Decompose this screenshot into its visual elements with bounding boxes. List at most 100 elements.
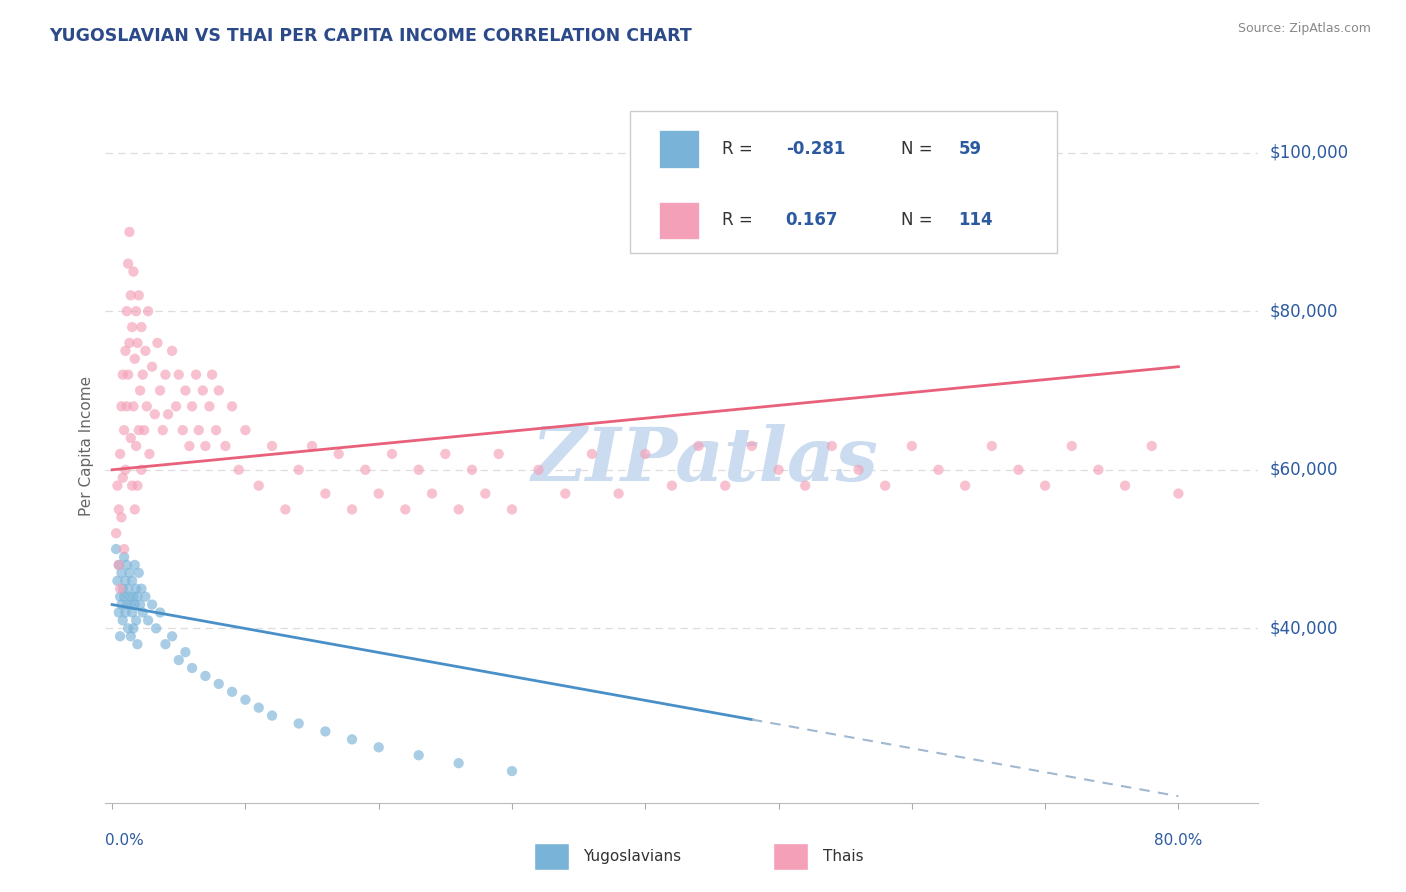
- Point: [181, 661, 204, 675]
- Point: [235, 692, 257, 706]
- Point: [581, 447, 603, 461]
- Point: [105, 542, 128, 557]
- Text: R =: R =: [723, 211, 758, 229]
- Point: [121, 574, 143, 588]
- Point: [354, 463, 377, 477]
- Point: [124, 502, 146, 516]
- Point: [117, 582, 139, 596]
- Point: [160, 629, 183, 643]
- Point: [118, 590, 141, 604]
- Point: [714, 478, 737, 492]
- Point: [108, 447, 131, 461]
- Text: $100,000: $100,000: [1270, 144, 1348, 161]
- Point: [1060, 439, 1083, 453]
- Point: [135, 400, 157, 414]
- Point: [901, 439, 924, 453]
- Point: [768, 463, 790, 477]
- Point: [875, 478, 897, 492]
- Point: [408, 748, 430, 763]
- Point: [194, 669, 217, 683]
- Point: [155, 637, 177, 651]
- Point: [143, 407, 166, 421]
- Text: R =: R =: [723, 140, 758, 158]
- Point: [247, 478, 270, 492]
- Text: YUGOSLAVIAN VS THAI PER CAPITA INCOME CORRELATION CHART: YUGOSLAVIAN VS THAI PER CAPITA INCOME CO…: [49, 27, 692, 45]
- Point: [115, 400, 138, 414]
- Point: [184, 368, 207, 382]
- Point: [110, 598, 132, 612]
- Point: [131, 463, 153, 477]
- Point: [187, 423, 209, 437]
- Point: [118, 225, 141, 239]
- Point: [125, 304, 148, 318]
- Point: [527, 463, 550, 477]
- Point: [108, 629, 131, 643]
- Point: [201, 368, 224, 382]
- Point: [112, 542, 135, 557]
- Point: [117, 257, 139, 271]
- Y-axis label: Per Capita Income: Per Capita Income: [79, 376, 94, 516]
- Point: [247, 700, 270, 714]
- Point: [125, 614, 148, 628]
- Point: [112, 590, 135, 604]
- Point: [124, 351, 146, 366]
- Point: [129, 598, 152, 612]
- Text: Yugoslavians: Yugoslavians: [583, 849, 682, 863]
- Point: [118, 566, 141, 580]
- Point: [107, 558, 129, 572]
- Point: [174, 384, 197, 398]
- Point: [111, 614, 134, 628]
- Point: [554, 486, 576, 500]
- Point: [122, 400, 145, 414]
- Point: [114, 463, 136, 477]
- Point: [160, 343, 183, 358]
- Point: [124, 598, 146, 612]
- Point: [214, 439, 236, 453]
- Point: [461, 463, 484, 477]
- Point: [118, 335, 141, 350]
- Point: [367, 740, 389, 755]
- Point: [146, 335, 169, 350]
- Point: [124, 558, 146, 572]
- Point: [117, 368, 139, 382]
- Point: [132, 423, 155, 437]
- Point: [121, 478, 143, 492]
- Point: [1140, 439, 1163, 453]
- Point: [108, 590, 131, 604]
- Point: [167, 653, 190, 667]
- Point: [132, 368, 155, 382]
- Point: [488, 447, 510, 461]
- Point: [198, 400, 221, 414]
- Point: [191, 384, 214, 398]
- Point: [260, 708, 283, 723]
- Point: [157, 407, 180, 421]
- Point: [131, 320, 153, 334]
- Point: [172, 423, 194, 437]
- Text: 0.0%: 0.0%: [105, 833, 145, 848]
- Point: [115, 598, 138, 612]
- Point: [107, 502, 129, 516]
- Point: [125, 582, 148, 596]
- Text: 80.0%: 80.0%: [1154, 833, 1202, 848]
- Point: [111, 582, 134, 596]
- Point: [205, 423, 228, 437]
- Point: [107, 478, 129, 492]
- Point: [138, 447, 160, 461]
- Point: [394, 502, 416, 516]
- Bar: [659, 130, 699, 168]
- Point: [953, 478, 976, 492]
- Text: $80,000: $80,000: [1270, 302, 1339, 320]
- Point: [125, 439, 148, 453]
- Point: [128, 423, 150, 437]
- Point: [141, 598, 163, 612]
- Text: ZIPatlas: ZIPatlas: [531, 424, 879, 497]
- Point: [120, 598, 142, 612]
- Point: [848, 463, 870, 477]
- Point: [381, 447, 404, 461]
- Point: [420, 486, 443, 500]
- Point: [120, 288, 142, 302]
- Point: [111, 368, 134, 382]
- Point: [128, 288, 150, 302]
- Point: [122, 264, 145, 278]
- Point: [741, 439, 763, 453]
